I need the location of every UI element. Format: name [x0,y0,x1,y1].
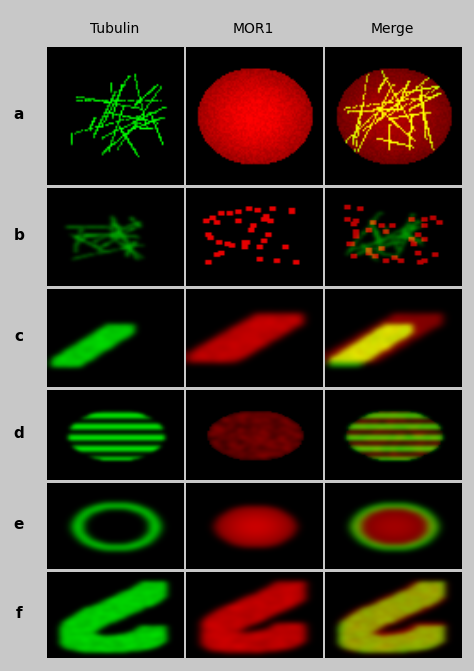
Text: MOR1: MOR1 [233,21,274,36]
Text: b: b [14,228,24,243]
Text: c: c [15,329,23,344]
Text: a: a [14,107,24,122]
Text: Merge: Merge [371,21,414,36]
Text: d: d [14,426,24,441]
Text: e: e [14,517,24,532]
Text: f: f [16,606,22,621]
Text: Tubulin: Tubulin [90,21,139,36]
